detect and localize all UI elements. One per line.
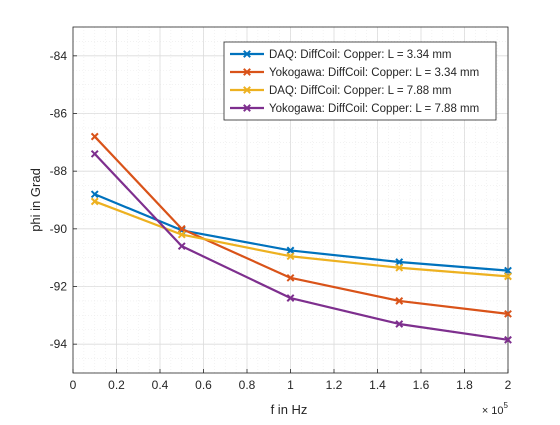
data-point [395,263,404,272]
legend-swatch-marker [243,86,251,94]
legend-label: DAQ: DiffCoil: Copper: L = 3.34 mm [269,49,451,61]
data-point [177,242,186,251]
data-point [395,258,404,266]
y-tick-label: -92 [50,280,68,294]
y-tick-label: -88 [50,164,68,178]
data-point-stroke-b [504,272,512,281]
x-axis-exponent-base: × 10 [482,405,504,417]
legend-swatch-marker-stroke-b [243,68,251,76]
legend-item: Yokogawa: DiffCoil: Copper: L = 3.34 mm [230,67,479,79]
y-axis-label: phi in Grad [28,168,43,232]
legend-label: Yokogawa: DiffCoil: Copper: L = 7.88 mm [269,103,479,115]
legend-item: DAQ: DiffCoil: Copper: L = 3.34 mm [230,49,451,61]
x-tick-label: 0.4 [152,378,169,392]
y-tick-label: -94 [50,337,68,351]
data-point [90,149,99,158]
data-point-stroke-b [286,273,295,282]
legend-item: Yokogawa: DiffCoil: Copper: L = 7.88 mm [230,103,479,115]
data-point-stroke-b [395,297,404,305]
x-tick-label: 1.6 [413,378,430,392]
data-point [90,190,99,199]
data-point-stroke-b [286,294,295,302]
y-tick-label: -86 [50,107,68,121]
data-point [286,252,295,261]
data-point [504,335,512,344]
data-point [90,132,99,141]
x-tick-label: 1.8 [456,378,473,392]
legend-swatch-marker-stroke-b [243,104,251,112]
y-tick-label: -90 [50,222,68,236]
x-tick-label: 0.8 [239,378,256,392]
x-tick-label: 0 [70,378,77,392]
data-point [504,272,512,281]
data-point-stroke-b [395,320,404,328]
x-tick-label: 0.6 [195,378,212,392]
data-point [395,297,404,305]
data-point-stroke-b [177,224,186,233]
legend-item: DAQ: DiffCoil: Copper: L = 7.88 mm [230,85,451,97]
x-tick-label: 2 [505,378,512,392]
x-tick-label: 1.2 [326,378,343,392]
legend: DAQ: DiffCoil: Copper: L = 3.34 mm Yokoga… [223,41,497,121]
data-point [286,294,295,302]
legend-swatch-marker [243,68,251,76]
series-3 [90,197,512,281]
legend-label: DAQ: DiffCoil: Copper: L = 7.88 mm [269,85,451,97]
x-axis-label: f in Hz [271,402,308,417]
data-point [504,309,512,318]
series-line [94,193,509,272]
x-axis-exponent: × 105 [482,401,509,417]
y-axis-ticks: -94 -92 -90 -88 -86 -84 [50,49,77,351]
x-tick-label: 1 [287,378,294,392]
x-tick-label: 1.4 [369,378,386,392]
data-point-stroke-b [504,266,512,275]
data-point-stroke-b [90,197,99,206]
series-2 [90,132,512,318]
data-point [90,197,99,206]
legend-swatch-marker-stroke-b [243,50,251,58]
data-point-stroke-b [504,309,512,318]
data-point-stroke-b [177,242,186,251]
y-tick-label: -84 [50,49,68,63]
data-point [177,230,186,239]
data-point-stroke-b [177,230,186,239]
data-point [286,246,295,255]
data-point [504,266,512,275]
data-point [395,320,404,328]
data-point [286,273,295,282]
data-point-stroke-b [504,335,512,344]
data-point-stroke-b [395,258,404,266]
x-axis-exponent-power: 5 [504,401,509,410]
series-layer [90,132,512,344]
series-4 [90,149,512,344]
legend-swatch-marker-stroke-b [243,86,251,94]
data-point-stroke-b [90,149,99,158]
x-tick-label: 0.2 [108,378,125,392]
data-point-stroke-b [286,246,295,255]
data-point-stroke-b [395,263,404,272]
data-point-stroke-b [90,190,99,199]
data-point-stroke-b [90,132,99,141]
legend-swatch-marker [243,50,251,58]
x-axis-ticks: 0 0.2 0.4 0.6 0.8 1 1.2 1.4 1.6 1.8 2 [70,369,512,392]
data-point [177,224,186,233]
legend-box [223,41,497,121]
data-point-stroke-b [286,252,295,261]
legend-label: Yokogawa: DiffCoil: Copper: L = 3.34 mm [269,67,479,79]
legend-swatch-marker [243,104,251,112]
